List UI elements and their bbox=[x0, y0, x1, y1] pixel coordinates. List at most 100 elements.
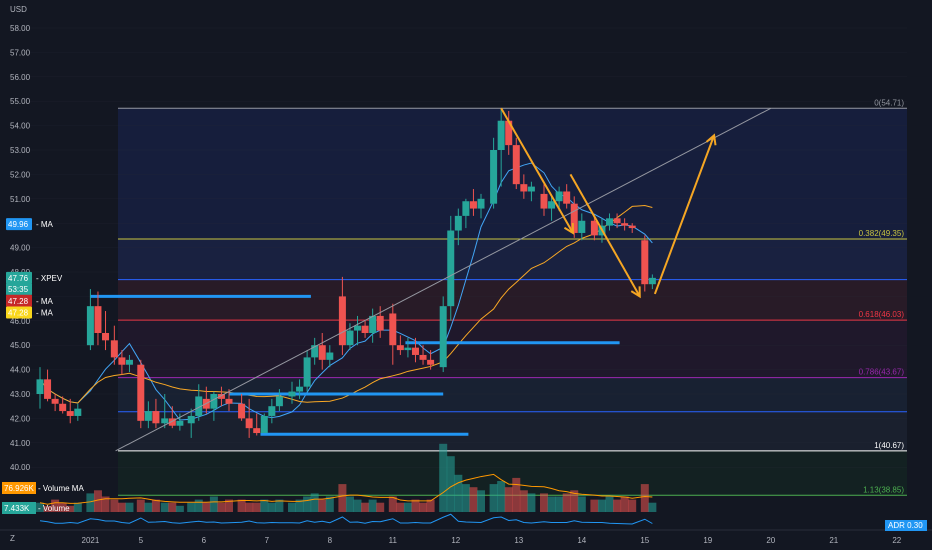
volume-bar bbox=[73, 502, 82, 512]
y-axis-tick-label: 45.00 bbox=[10, 341, 31, 350]
volume-bar bbox=[93, 490, 102, 512]
volume-bar bbox=[439, 443, 448, 512]
candle-body bbox=[94, 306, 102, 333]
volume-bar bbox=[110, 499, 119, 512]
x-axis-tick-label: 13 bbox=[514, 536, 523, 545]
arrow-head bbox=[630, 286, 641, 299]
volume-bar bbox=[117, 502, 126, 512]
candle-body bbox=[555, 191, 563, 202]
candle-body bbox=[512, 145, 520, 185]
arrow-line[interactable] bbox=[500, 107, 574, 234]
candle-body bbox=[176, 420, 184, 426]
arrow-head bbox=[563, 222, 575, 235]
volume-bar bbox=[187, 502, 196, 512]
candle-body bbox=[326, 352, 334, 360]
arrow-line[interactable] bbox=[653, 135, 716, 295]
candle-body bbox=[527, 186, 535, 192]
volume-bar bbox=[446, 456, 455, 512]
volume-bar bbox=[325, 496, 334, 512]
volume-bar bbox=[469, 487, 478, 512]
candle-body bbox=[318, 345, 326, 360]
candle-body bbox=[641, 240, 649, 285]
candle-body bbox=[346, 330, 354, 346]
candle-body bbox=[125, 359, 133, 365]
x-axis-tick-label: 7 bbox=[265, 536, 270, 545]
grid bbox=[30, 27, 907, 468]
arrow-head bbox=[705, 133, 717, 146]
volume-bar bbox=[237, 499, 246, 512]
price-badge bbox=[6, 218, 32, 231]
volume-bar bbox=[168, 502, 177, 512]
volume-bar bbox=[388, 496, 397, 512]
candle-body bbox=[225, 398, 233, 404]
arrow-line[interactable] bbox=[569, 173, 641, 297]
candle-body bbox=[369, 315, 377, 333]
volume-bar bbox=[419, 502, 428, 512]
y-axis-tick-label: 58.00 bbox=[10, 24, 31, 33]
volume-bar bbox=[555, 496, 564, 512]
fib-zone bbox=[118, 320, 907, 378]
x-axis[interactable]: 2021 5 6 7 8 11 12 13 14 15 19 20 21 22 bbox=[0, 529, 932, 545]
candle-body bbox=[268, 406, 276, 416]
volume-bar bbox=[125, 502, 134, 512]
volume-bar bbox=[245, 502, 254, 512]
volume-bar bbox=[620, 496, 629, 512]
y-axis-tick-label: 46.00 bbox=[10, 317, 31, 326]
timezone-icon[interactable]: Z bbox=[10, 534, 15, 543]
volume-bar bbox=[454, 474, 463, 512]
price-badge-name: - XPEV bbox=[36, 274, 63, 283]
y-axis-tick-label: 53.00 bbox=[10, 146, 31, 155]
volume-bar bbox=[497, 481, 506, 512]
volume-bars bbox=[36, 443, 657, 525]
volume-bar bbox=[209, 496, 218, 512]
candle-body bbox=[51, 398, 59, 404]
price-badge-value: 49.96 bbox=[8, 220, 29, 229]
volume-bar bbox=[411, 499, 420, 512]
y-axis-tick-label: 43.00 bbox=[10, 390, 31, 399]
candle-body bbox=[260, 415, 268, 434]
candle-body bbox=[59, 403, 67, 412]
y-axis-tick-label: 51.00 bbox=[10, 195, 31, 204]
candle-body bbox=[361, 325, 369, 333]
volume-bar bbox=[403, 502, 412, 512]
candle-body bbox=[210, 394, 218, 409]
drawings[interactable] bbox=[115, 107, 772, 452]
x-axis-tick-label: 6 bbox=[202, 536, 207, 545]
trend-line[interactable] bbox=[115, 107, 772, 452]
volume-bar bbox=[540, 493, 548, 512]
candle-body bbox=[275, 396, 283, 407]
candle-body bbox=[505, 120, 513, 146]
volume-bar bbox=[577, 496, 586, 512]
volume-bar bbox=[86, 493, 95, 512]
volume-bar bbox=[477, 490, 485, 512]
candle-body bbox=[389, 313, 397, 346]
candle-body bbox=[590, 220, 598, 236]
volume-bar bbox=[547, 496, 556, 512]
volume-bar bbox=[512, 477, 521, 512]
volume-bar bbox=[613, 499, 622, 512]
fib-level-label: 0.382(49.35) bbox=[859, 229, 905, 238]
volume-bar bbox=[590, 499, 599, 512]
fib-zone bbox=[118, 239, 907, 280]
volume-bar bbox=[66, 505, 75, 512]
volume-bar bbox=[303, 496, 312, 512]
volume-bar bbox=[51, 499, 60, 512]
volume-bar bbox=[318, 499, 327, 512]
fib-level-label: 0.786(43.67) bbox=[859, 368, 905, 377]
candle-body bbox=[439, 306, 447, 368]
volume-bar bbox=[288, 502, 296, 512]
x-axis-tick-label: 5 bbox=[139, 536, 144, 545]
candle-body bbox=[396, 345, 404, 351]
price-badge-value: 47.28 bbox=[8, 309, 29, 318]
volume-badge bbox=[2, 502, 36, 514]
candle-body bbox=[303, 357, 311, 387]
price-badge-name: - MA bbox=[36, 309, 54, 318]
volume-badge-name: - Volume MA bbox=[38, 484, 84, 493]
volume-bar bbox=[648, 502, 657, 512]
candle-body bbox=[497, 120, 505, 150]
volume-bar bbox=[267, 502, 276, 512]
candle-body bbox=[161, 418, 169, 424]
volume-bar bbox=[597, 499, 606, 512]
x-axis-tick-label: 22 bbox=[892, 536, 901, 545]
